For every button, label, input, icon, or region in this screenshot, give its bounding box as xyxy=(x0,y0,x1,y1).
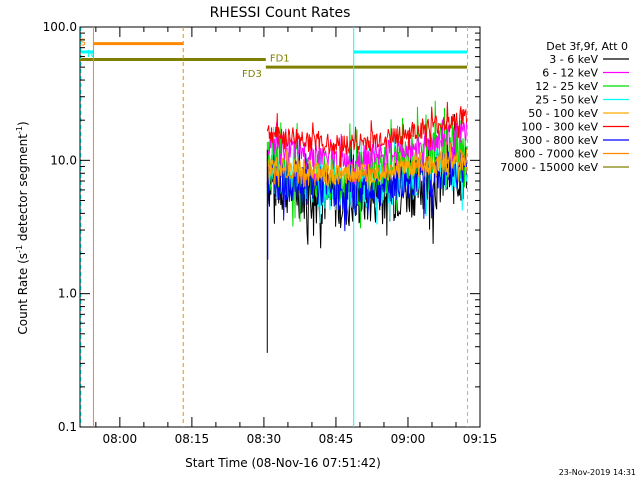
legend-entry-label: 800 - 7000 keV xyxy=(514,148,598,161)
footer-date: 23-Nov-2019 14:31 xyxy=(559,468,636,477)
x-tick-label: 08:30 xyxy=(247,432,282,446)
chart-title: RHESSI Count Rates xyxy=(210,5,351,21)
series-line xyxy=(266,101,468,168)
x-tick-label: 08:15 xyxy=(175,432,210,446)
legend-entry-label: 3 - 6 keV xyxy=(549,53,598,66)
x-tick-label: 09:00 xyxy=(391,432,426,446)
y-tick-label: 1.0 xyxy=(58,287,77,301)
x-axis-label: Start Time (08-Nov-16 07:51:42) xyxy=(185,456,381,470)
state-bar-label: FD3 xyxy=(242,69,262,80)
y-tick-label: 10.0 xyxy=(50,153,77,167)
x-tick-label: 09:15 xyxy=(463,432,498,446)
event-lines xyxy=(80,27,469,427)
legend-entry-label: 6 - 12 keV xyxy=(542,67,598,80)
state-bar-label: FD1 xyxy=(270,54,290,65)
plot-frame xyxy=(79,26,481,428)
legend-entry-label: 100 - 300 keV xyxy=(521,121,598,134)
y-tick-label: 0.1 xyxy=(58,420,77,434)
legend-entry-label: 50 - 100 keV xyxy=(528,107,598,120)
series-line xyxy=(266,141,468,192)
y-axis-label: Count Rate (s-1 detector segment-1) xyxy=(15,121,30,334)
state-bar-label: S xyxy=(79,38,85,49)
y-tick-label: 100.0 xyxy=(43,20,77,34)
series-lines xyxy=(266,100,468,353)
x-tick-label: 08:00 xyxy=(103,432,138,446)
legend-entry-label: 7000 - 15000 keV xyxy=(500,161,598,174)
legend-entry-label: 300 - 800 keV xyxy=(521,134,598,147)
series-line xyxy=(266,119,468,185)
legend-entry-label: 12 - 25 keV xyxy=(535,80,598,93)
x-tick-label: 08:45 xyxy=(319,432,354,446)
legend-entry-label: 25 - 50 keV xyxy=(535,94,598,107)
legend-header: Det 3f,9f, Att 0 xyxy=(546,40,628,53)
axis-ticks: 0.1 1.0 10.0 100.0 08:00 08:15 08:30 08:45 09:00… xyxy=(43,20,498,446)
attenuator-bars: SN FD1 FD3 xyxy=(79,38,468,80)
state-bar-label: N xyxy=(87,49,94,60)
